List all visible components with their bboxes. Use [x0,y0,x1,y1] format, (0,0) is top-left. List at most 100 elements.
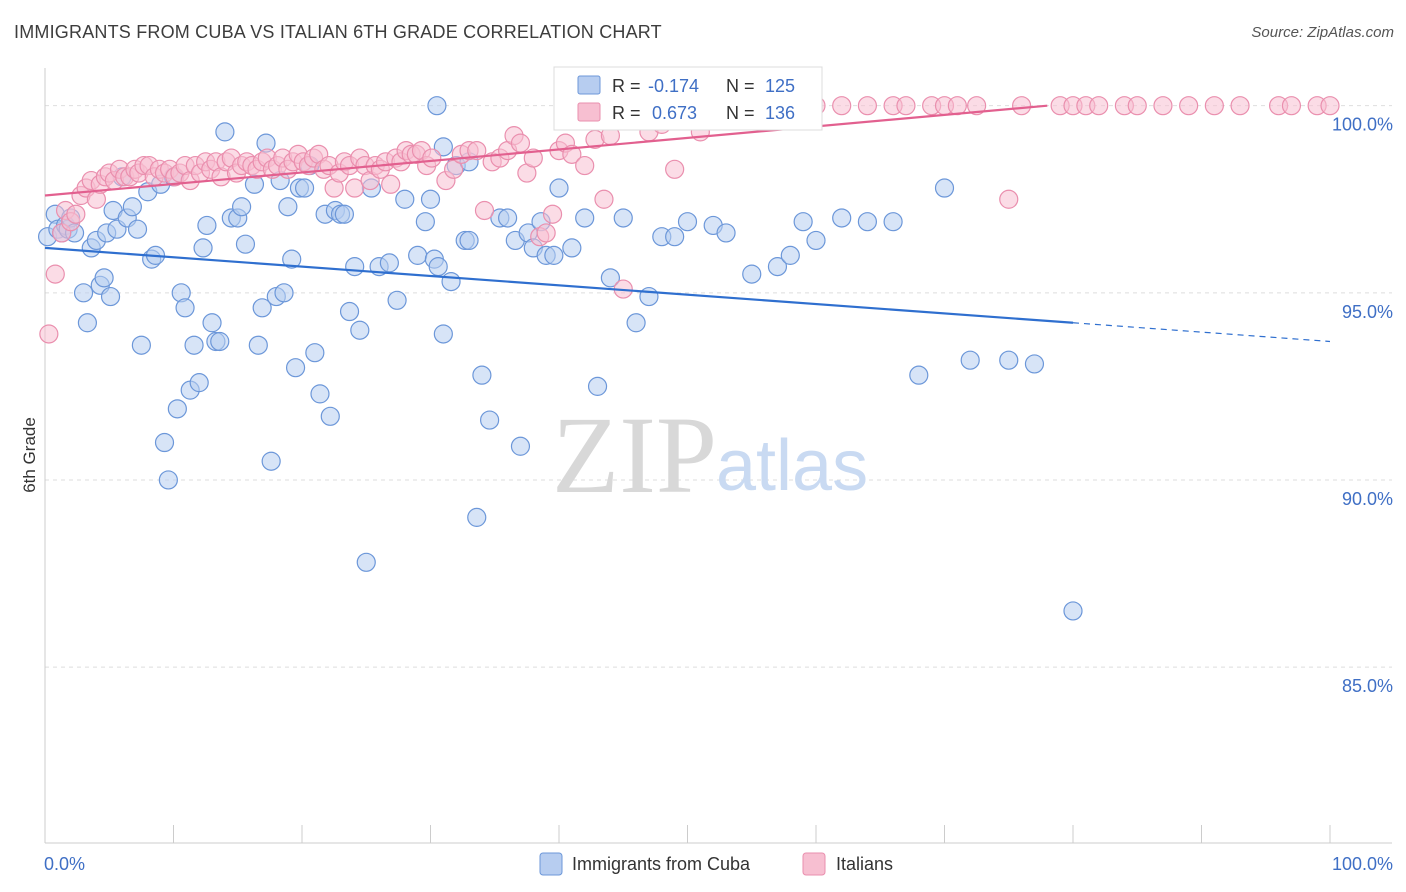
point-italians [542,204,563,224]
point-cuba [122,197,142,217]
stats-pink-r-value: 0.673 [652,103,697,123]
watermark-atlas: atlas [716,426,868,506]
point-cuba [428,257,448,277]
point-cuba [197,215,217,236]
point-italians [536,223,556,243]
point-cuba [433,324,453,344]
stats-pink-n-value: 136 [765,103,795,123]
point-cuba [77,313,98,333]
stats-legend-box: R = -0.174 N = 125 R = 0.673 N = 136 [553,66,823,131]
point-cuba [235,234,256,254]
y-tick-label: 95.0% [1342,302,1393,322]
trend-lines [44,104,1331,343]
point-cuba [94,268,114,288]
chart-title: IMMIGRANTS FROM CUBA VS ITALIAN 6TH GRAD… [14,22,662,42]
point-italians [947,96,967,116]
point-italians [467,140,487,161]
point-cuba [408,245,428,265]
point-italians [967,96,987,116]
point-italians [665,159,685,179]
point-cuba [441,271,461,292]
point-cuba [395,189,415,209]
point-italians [1204,96,1224,116]
point-cuba [184,335,204,355]
x-tick-label: 100.0% [1332,854,1393,874]
point-cuba [261,451,281,471]
point-cuba [131,335,151,355]
point-italians [510,133,531,153]
point-cuba [415,212,435,232]
point-italians [594,189,614,209]
point-cuba [1024,354,1045,374]
point-cuba [274,283,294,303]
y-tick-label: 85.0% [1342,676,1393,696]
point-cuba [857,212,878,232]
point-italians [1281,96,1302,116]
legend-pink-swatch[interactable] [802,852,826,876]
point-cuba [780,245,800,265]
point-cuba [427,96,447,116]
legend-immigrants-from-cuba[interactable]: Immigrants from Cuba [572,854,751,874]
point-cuba [387,290,407,310]
y-axis-title: 6th Grade [20,417,39,493]
point-italians [422,148,442,168]
point-italians [45,264,65,284]
point-italians [444,159,464,179]
point-cuba [1063,601,1083,621]
axes [44,68,1392,844]
point-cuba [600,268,621,288]
point-italians [1320,96,1340,116]
point-italians [1127,96,1147,116]
point-cuba [544,245,564,265]
point-italians [474,200,495,221]
stats-pink-r-label: R = [612,103,641,123]
point-cuba [459,230,479,251]
point-cuba [742,264,762,284]
point-cuba [252,298,272,318]
y-tick-label: 100.0% [1332,115,1393,135]
point-cuba [832,208,852,228]
point-italians [1089,96,1109,116]
point-cuba [356,552,376,572]
point-cuba [158,470,178,490]
point-cuba [100,286,121,307]
stats-blue-swatch [577,75,601,95]
point-italians [1153,96,1173,116]
point-cuba [498,208,518,228]
point-cuba [305,343,325,363]
point-cuba [339,301,360,322]
point-cuba [232,197,252,217]
source-link[interactable]: ZipAtlas.com [1307,24,1394,41]
point-cuba [210,331,230,352]
stats-blue-n-label: N = [726,76,755,96]
stats-pink-swatch [577,102,601,122]
point-cuba [767,257,788,277]
point-cuba [202,313,222,333]
legend-blue-swatch[interactable] [539,852,563,876]
point-cuba [294,178,315,198]
point-cuba [189,373,209,393]
bottom-legend: Immigrants from Cuba Italians [539,852,893,876]
point-cuba [999,350,1019,370]
point-cuba [285,358,306,378]
point-cuba [883,212,903,232]
trend-line-italians [44,104,1048,197]
point-cuba [909,365,929,385]
point-cuba [510,436,531,456]
point-cuba [665,227,685,247]
legend-italians[interactable]: Italians [836,854,893,874]
x-tick-labels: 0.0% 100.0% [44,854,1393,874]
point-italians [345,178,365,198]
trend-line-cuba-extrapolated [1072,322,1331,343]
point-cuba [587,376,608,396]
point-cuba [193,238,213,258]
point-cuba [278,197,298,217]
point-cuba [806,230,826,251]
point-cuba [716,223,736,243]
trend-line-cuba [44,246,1074,324]
point-cuba [549,178,569,198]
point-italians [857,96,878,116]
source-credit: Source: ZipAtlas.com [1251,24,1394,41]
point-cuba [345,257,365,277]
